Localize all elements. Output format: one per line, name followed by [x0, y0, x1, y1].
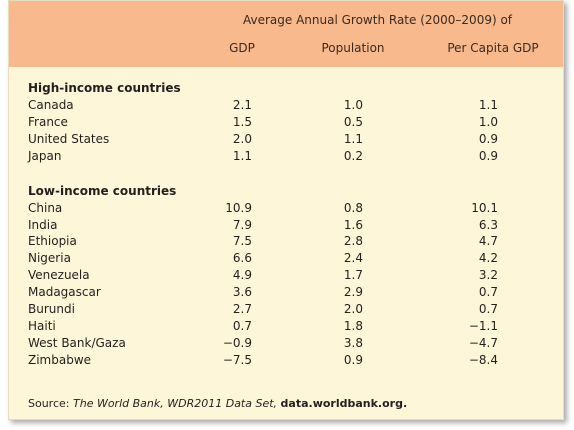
- cell-value: 1.0: [478, 114, 498, 129]
- cell-value: 0.9: [478, 148, 498, 163]
- cell-value: 7.5: [232, 234, 252, 249]
- cell-value: 2.7: [232, 302, 252, 316]
- cell-value: 3.8: [343, 335, 363, 350]
- cell-value: 1.6: [343, 217, 363, 232]
- country-name: Haiti: [28, 318, 56, 333]
- cell-value: 2.1: [232, 98, 252, 112]
- country-name: Burundi: [28, 302, 75, 316]
- source-url: data.worldbank.org.: [280, 397, 408, 410]
- cell-value: 1.8: [343, 318, 363, 333]
- country-name: United States: [28, 131, 110, 146]
- cell-value: 7.9: [232, 217, 252, 232]
- cell-value: 0.2: [343, 148, 363, 163]
- cell-value: 6.3: [478, 217, 498, 232]
- cell-value: 4.7: [478, 234, 498, 249]
- source-citation: The World Bank, WDR2011 Data Set,: [73, 397, 278, 410]
- cell-value: 0.8: [343, 200, 363, 215]
- group-title: Low-income countries: [28, 183, 177, 198]
- cell-value: 0.5: [343, 114, 363, 129]
- column-header: Per Capita GDP: [447, 41, 539, 55]
- group-title: Average Annual Growth Rate (2000–2009) o…: [243, 13, 513, 27]
- country-name: Venezuela: [28, 268, 90, 283]
- cell-value: 6.6: [232, 251, 252, 266]
- cell-value: 1.0: [343, 98, 363, 112]
- country-name: Zimbabwe: [28, 352, 92, 367]
- cell-value: 1.1: [478, 98, 498, 112]
- cell-value: 2.0: [343, 302, 363, 316]
- cell-value: 2.9: [343, 285, 363, 300]
- cell-value: 0.7: [232, 318, 252, 333]
- cell-value: 2.0: [232, 131, 252, 146]
- cell-value: 1.1: [343, 131, 363, 146]
- cell-value: 3.2: [478, 268, 498, 283]
- source-note: Source: The World Bank, WDR2011 Data Set…: [28, 397, 407, 410]
- country-name: Madagascar: [28, 285, 101, 300]
- country-name: West Bank/Gaza: [28, 335, 126, 350]
- column-header: Population: [321, 41, 385, 55]
- cell-value: 10.1: [471, 200, 498, 215]
- country-name: Nigeria: [28, 251, 71, 266]
- country-name: Ethiopia: [28, 234, 77, 249]
- column-header: GDP: [229, 41, 255, 55]
- cell-value: −8.4: [468, 352, 498, 367]
- table-header: Average Annual Growth Rate (2000–2009) o…: [9, 1, 563, 67]
- country-name: China: [28, 200, 63, 215]
- cell-value: 1.5: [232, 114, 252, 129]
- group-title: High-income countries: [28, 81, 181, 95]
- cell-value: 0.7: [478, 302, 498, 316]
- cell-value: 0.9: [343, 352, 363, 367]
- cell-value: 2.8: [343, 234, 363, 249]
- cell-value: 0.9: [478, 131, 498, 146]
- cell-value: 2.4: [343, 251, 363, 266]
- cell-value: 4.2: [478, 251, 498, 266]
- cell-value: 0.7: [478, 285, 498, 300]
- cell-value: 1.1: [232, 148, 252, 163]
- country-name: France: [28, 114, 68, 129]
- country-name: Japan: [28, 148, 62, 163]
- country-name: Canada: [28, 98, 74, 112]
- source-label: Source:: [28, 397, 70, 410]
- cell-value: 10.9: [225, 200, 252, 215]
- cell-value: 3.6: [232, 285, 252, 300]
- cell-value: 4.9: [232, 268, 252, 283]
- cell-value: −1.1: [468, 318, 498, 333]
- table: Average Annual Growth Rate (2000–2009) o…: [8, 0, 564, 420]
- country-name: India: [28, 217, 58, 232]
- cell-value: 1.7: [343, 268, 363, 283]
- cell-value: −7.5: [222, 352, 252, 367]
- cell-value: −4.7: [468, 335, 498, 350]
- cell-value: −0.9: [222, 335, 252, 350]
